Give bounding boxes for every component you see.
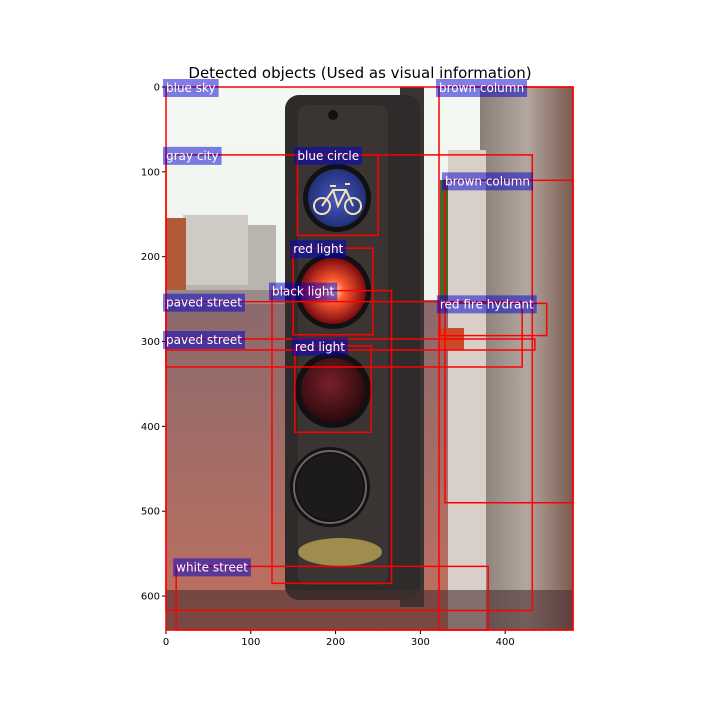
detection-label-bg	[163, 330, 245, 349]
detection-label-text: paved street	[166, 296, 242, 310]
detection-label: paved street	[163, 330, 245, 349]
detection-label: paved street	[163, 293, 245, 312]
y-tick-label: 500	[141, 507, 160, 518]
detection-labels: blue sky brown column gray city blue circle…	[163, 79, 537, 577]
detection-label-bg	[294, 146, 363, 165]
x-tick-label: 100	[241, 637, 260, 648]
detection-label-text: brown column	[445, 174, 530, 188]
detection-label-text: red fire hydrant	[440, 297, 534, 311]
y-tick-label: 100	[141, 167, 160, 178]
detection-label-text: brown column	[439, 81, 524, 95]
x-tick-label: 0	[163, 637, 169, 648]
detection-label: red light	[290, 240, 347, 259]
detection-label-bg	[163, 79, 219, 97]
detection-box	[175, 565, 489, 631]
detection-label-bg	[268, 282, 338, 301]
figure-title: Detected objects (Used as visual informa…	[188, 64, 532, 82]
detection-label-bg	[441, 172, 534, 191]
detection-label: brown column	[441, 172, 534, 191]
detection-label-text: blue circle	[297, 149, 359, 163]
y-tick-label: 400	[141, 422, 160, 433]
photo	[166, 87, 573, 630]
detection-label-bg	[436, 295, 537, 314]
y-tick-label: 200	[141, 252, 160, 263]
y-tick-label: 0	[154, 83, 160, 94]
y-tick-label: 600	[141, 592, 160, 603]
axis-ticks: 0 100 200 300 400 0 100 200 300 400 500 600	[141, 83, 515, 649]
detection-label: white street	[173, 558, 251, 577]
detection-label-bg	[163, 146, 222, 165]
detection-label: blue sky	[163, 79, 219, 97]
detection-label-bg	[291, 337, 348, 356]
detection-label: black light	[268, 282, 338, 301]
detection-label: blue circle	[294, 146, 363, 165]
detection-label: brown column	[436, 79, 528, 97]
y-tick-label: 300	[141, 337, 160, 348]
detection-label: gray city	[163, 146, 222, 165]
detection-label-bg	[436, 79, 528, 97]
detection-label-bg	[163, 293, 245, 312]
detection-label-text: red light	[293, 242, 343, 256]
detection-label-bg	[173, 558, 251, 577]
x-tick-label: 200	[326, 637, 345, 648]
detection-label-bg	[290, 240, 347, 259]
detection-label-text: paved street	[166, 333, 242, 347]
x-tick-label: 300	[411, 637, 430, 648]
detection-label-text: white street	[176, 560, 248, 574]
detection-label-text: red light	[295, 340, 345, 354]
detection-label: red fire hydrant	[436, 295, 537, 314]
detection-label: red light	[291, 337, 348, 356]
detection-label-text: gray city	[166, 149, 219, 163]
detection-label-text: blue sky	[166, 81, 216, 95]
detection-label-text: black light	[272, 285, 335, 299]
x-tick-label: 400	[496, 637, 515, 648]
